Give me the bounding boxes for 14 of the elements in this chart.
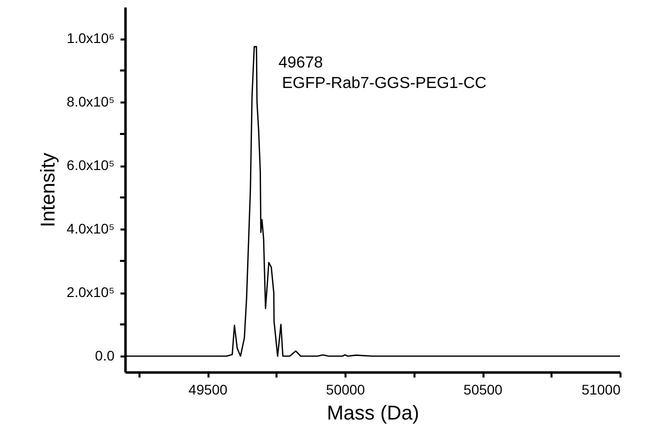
y-tick-label: 2.0x10⁵ bbox=[66, 284, 114, 300]
y-tick-label: 4.0x10⁵ bbox=[66, 220, 114, 237]
y-tick-label: 0.0 bbox=[95, 348, 115, 364]
y-axis-title: Intensity bbox=[38, 152, 60, 228]
y-tick-label: 1.0x10⁶ bbox=[66, 30, 114, 46]
annotation: 49678 bbox=[278, 54, 324, 72]
x-tick-label: 51000 bbox=[582, 382, 621, 398]
x-tick-label: 50500 bbox=[464, 382, 503, 398]
annotation: EGFP-Rab7-GGS-PEG1-CC bbox=[282, 75, 486, 92]
x-axis-title: Mass (Da) bbox=[326, 402, 420, 424]
x-tick-label: 49500 bbox=[188, 382, 228, 398]
y-tick-label: 6.0x10⁵ bbox=[66, 157, 114, 174]
y-tick-label: 8.0x10⁵ bbox=[66, 94, 114, 110]
x-tick-label: 50000 bbox=[326, 382, 366, 398]
